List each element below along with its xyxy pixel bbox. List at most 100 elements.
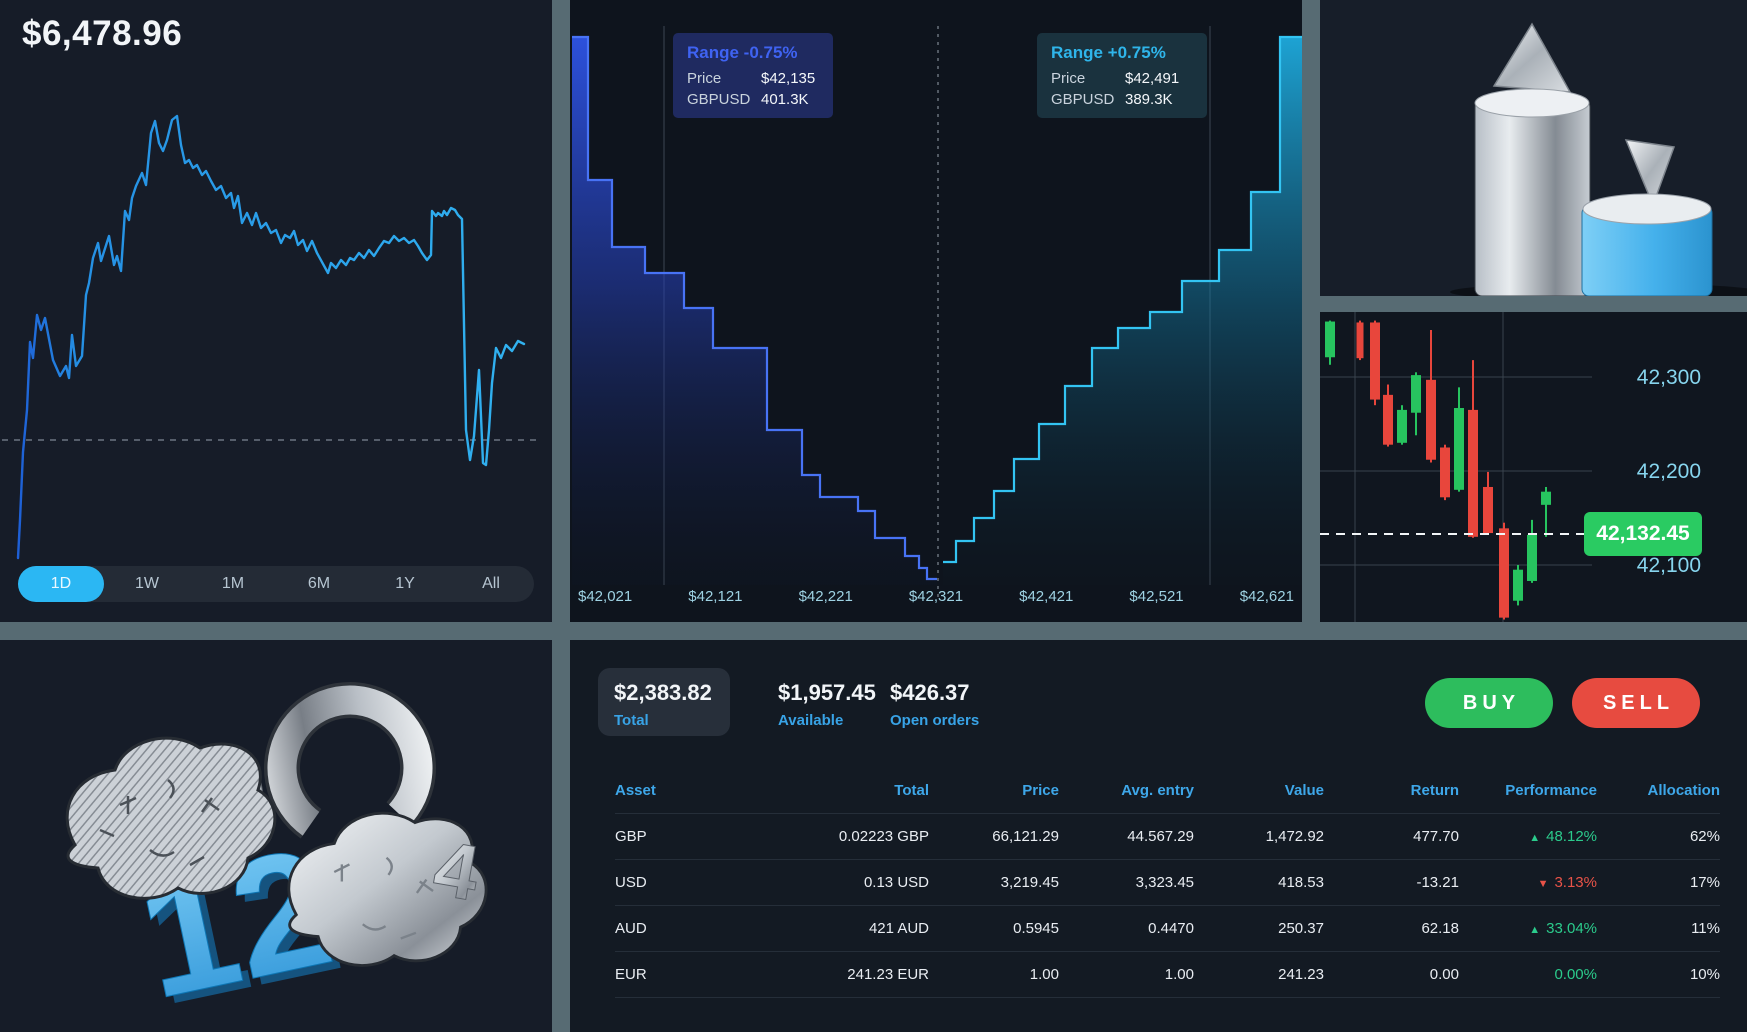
cell: 44.567.29 <box>1127 828 1194 845</box>
column-header-value[interactable]: Value <box>1284 782 1324 799</box>
arrow-up-icon: ▲ <box>1529 924 1541 936</box>
timeframe-all[interactable]: All <box>482 575 500 592</box>
cell: 0.4470 <box>1148 920 1194 937</box>
sparkline-chart[interactable] <box>0 80 552 560</box>
cell: 241.23 EUR <box>847 966 929 983</box>
timeframe-1y[interactable]: 1Y <box>395 575 415 592</box>
table-row-aud[interactable]: AUD 421 AUD 0.5945 0.4470 250.37 62.18 ▲ 33.04%… <box>615 905 1720 951</box>
cell: 1,472.92 <box>1265 828 1324 845</box>
arrow-down-icon <box>1624 139 1676 208</box>
cell: 66,121.29 <box>992 828 1059 845</box>
assets-table: Asset Total Price Avg. entry Value Return Perf… <box>615 768 1720 998</box>
growth-blocks-panel <box>1320 0 1747 296</box>
growth-blocks-illustration <box>1450 22 1747 296</box>
cell: AUD <box>615 920 647 937</box>
coin-blob-right <box>287 811 488 967</box>
table-header-row: Asset Total Price Avg. entry Value Return Perf… <box>615 768 1720 813</box>
account-balance: $6,478.96 <box>22 14 183 53</box>
horizontal-divider-right <box>1320 296 1747 312</box>
sell-button[interactable]: SELL <box>1572 678 1700 728</box>
candle-axis-label: 42,100 <box>1636 554 1701 577</box>
timeframe-1d[interactable]: 1D <box>18 566 104 602</box>
cell: 421 AUD <box>868 920 929 937</box>
column-header-performance[interactable]: Performance <box>1505 782 1597 799</box>
cell: 1.00 <box>1164 966 1194 983</box>
cell: 1.00 <box>1029 966 1059 983</box>
arrow-down-icon: ▼ <box>1537 878 1549 890</box>
range-lower-title: Range -0.75% <box>687 43 798 62</box>
volume-value: 401.3K <box>761 91 809 108</box>
cell: 0.5945 <box>1013 920 1059 937</box>
balance-panel: $6,478.96 1D 1W 1M 6M 1Y All <box>0 0 552 622</box>
allocation-cell: 10% <box>1689 966 1720 983</box>
volume-value: 389.3K <box>1125 91 1173 108</box>
cell: 0.00 <box>1429 966 1459 983</box>
cell: 62.18 <box>1421 920 1459 937</box>
depth-axis-label: $42,421 <box>1019 588 1074 605</box>
cell: GBP <box>615 828 647 845</box>
cell: 418.53 <box>1278 874 1324 891</box>
column-header-allocation[interactable]: Allocation <box>1647 782 1720 799</box>
horizontal-divider-main <box>0 622 1747 640</box>
candle-panel: 42,132.45 42,300 42,200 42,100 <box>1320 312 1747 622</box>
open-orders-value: $426.37 <box>890 680 970 705</box>
available-value: $1,957.45 <box>778 680 876 705</box>
total-label: Total <box>614 712 649 729</box>
column-header-return[interactable]: Return <box>1410 782 1459 799</box>
vertical-divider-right <box>1302 0 1320 622</box>
cell: EUR <box>615 966 647 983</box>
pair-label: GBPUSD <box>687 91 751 108</box>
table-row-gbp[interactable]: GBP 0.02223 GBP 66,121.29 44.567.29 1,472.92… <box>615 813 1720 859</box>
coin-blob-left <box>65 736 277 900</box>
summary-available: $1,957.45 Available <box>778 668 876 729</box>
price-value: $42,491 <box>1125 70 1180 87</box>
depth-axis-label: $42,221 <box>798 588 853 605</box>
depth-x-axis: $42,021 $42,121 $42,221 $42,321 $42,421 $42,5… <box>578 588 1294 605</box>
allocation-cell: 62% <box>1689 828 1720 845</box>
cell: -13.21 <box>1416 874 1459 891</box>
column-header-asset[interactable]: Asset <box>615 782 656 799</box>
cell: 0.02223 GBP <box>838 828 929 845</box>
timeframe-6m[interactable]: 6M <box>307 575 331 592</box>
performance-cell: ▲ 48.12% <box>1529 828 1597 845</box>
column-header-total[interactable]: Total <box>894 782 929 799</box>
allocation-cell: 17% <box>1689 874 1720 891</box>
price-value: $42,135 <box>761 70 816 87</box>
arrow-up-icon <box>1492 22 1572 93</box>
depth-panel: Range -0.75% Price $42,135 GBPUSD 401.3K R… <box>570 0 1302 622</box>
pair-label: GBPUSD <box>1051 91 1115 108</box>
cell: 241.23 <box>1278 966 1324 983</box>
candle-axis-label: 42,200 <box>1636 460 1701 483</box>
performance-cell: 0.00% <box>1554 966 1597 983</box>
available-label: Available <box>778 712 844 729</box>
allocation-cell: 11% <box>1691 920 1720 937</box>
timeframe-1m[interactable]: 1M <box>221 575 245 592</box>
table-row-usd[interactable]: USD 0.13 USD 3,219.45 3,323.45 418.53 -13.21 ▼… <box>615 859 1720 905</box>
performance-cell: ▲ 33.04% <box>1529 920 1597 937</box>
candlestick-chart[interactable] <box>1320 312 1747 622</box>
column-header-avg-entry[interactable]: Avg. entry <box>1121 782 1194 799</box>
depth-axis-label: $42,121 <box>688 588 743 605</box>
buy-button[interactable]: BUY <box>1425 678 1553 728</box>
column-header-price[interactable]: Price <box>1022 782 1059 799</box>
range-upper-title: Range +0.75% <box>1051 43 1166 62</box>
depth-chart[interactable] <box>570 0 1302 622</box>
performance-cell: ▼ 3.13% <box>1537 874 1597 891</box>
table-row-eur[interactable]: EUR 241.23 EUR 1.00 1.00 241.23 0.00 0.00% 10% <box>615 951 1720 998</box>
depth-axis-label: $42,621 <box>1239 588 1294 605</box>
summary-total-card[interactable]: $2,383.82 Total <box>598 668 730 736</box>
price-label: Price <box>687 70 722 87</box>
timeframe-bar: 1D 1W 1M 6M 1Y All <box>18 566 534 602</box>
cell: 477.70 <box>1413 828 1459 845</box>
numbers-panel: 5 12 12 4 <box>0 640 552 1032</box>
timeframe-1w[interactable]: 1W <box>135 575 159 592</box>
cell: 3,219.45 <box>1000 874 1059 891</box>
depth-axis-label: $42,321 <box>908 588 964 605</box>
summary-open-orders: $426.37 Open orders <box>890 668 979 729</box>
range-upper-tooltip: Range +0.75% Price $42,491 GBPUSD 389.3K <box>1037 33 1207 118</box>
price-label: Price <box>1051 70 1086 87</box>
candle-axis-label: 42,300 <box>1636 366 1701 389</box>
cell: USD <box>615 874 647 891</box>
range-lower-tooltip: Range -0.75% Price $42,135 GBPUSD 401.3K <box>673 33 833 118</box>
